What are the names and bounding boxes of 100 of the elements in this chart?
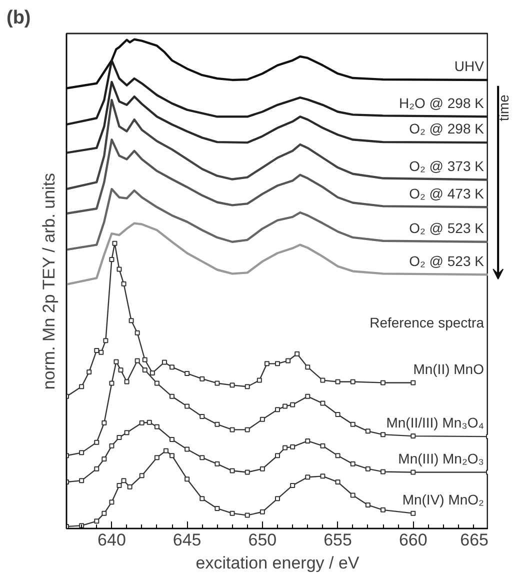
point [282,445,288,450]
point [94,348,100,353]
point [146,420,152,425]
point [244,512,250,518]
point [79,450,84,456]
point [94,440,100,445]
point [230,427,235,432]
point [335,453,340,458]
point [124,430,130,436]
point [184,446,190,452]
point [109,380,114,386]
point [184,476,190,482]
point [127,484,132,490]
point [121,281,126,286]
point [124,379,130,384]
point [214,380,220,386]
x-tick-label: 655 [324,530,352,550]
point [244,427,250,432]
point [102,456,107,462]
point [290,482,296,488]
point [350,461,356,466]
point [121,478,126,484]
point [350,379,356,384]
point [380,380,386,386]
point [305,438,310,444]
point [134,358,140,364]
point [335,412,340,418]
point [170,436,174,442]
point [305,394,310,399]
point [365,466,370,472]
point [286,358,291,364]
point [264,361,270,366]
series-label: Mn(II) MnO [413,360,484,377]
point [275,407,280,412]
x-tick-label: 650 [248,530,277,550]
series-label: Mn(IV) MnO₂ [402,491,484,508]
x-tick-label: 645 [172,530,202,550]
text: time [496,94,512,122]
point [118,368,124,373]
point [335,379,340,384]
text: (b) [6,8,31,28]
point [200,414,205,419]
point [139,420,144,426]
point [109,256,114,262]
point [102,420,107,426]
point [170,453,174,458]
y-axis-title: norm. Mn 2p TEY / arb. units [40,172,58,390]
point [260,466,265,472]
point [230,510,235,516]
point [79,384,84,390]
point [184,404,190,409]
series-label: O₂ @ 523 K [409,252,485,269]
point [320,400,326,406]
point [134,330,140,336]
x-axis-title: excitation energy / eV [196,554,360,572]
point [214,506,220,511]
point [200,455,205,460]
point [290,402,296,408]
point [256,378,262,383]
point [103,338,108,344]
point [410,470,416,475]
point [305,474,310,480]
series-label: O₂ @ 373 K [409,158,485,174]
series-label: O₂ @ 473 K [409,185,485,202]
point [260,416,265,422]
point [109,443,114,448]
point [114,359,119,364]
point [244,470,250,475]
point [154,424,160,430]
annotation: Reference spectra [370,314,484,330]
series-label: O₂ @ 523 K [409,220,485,236]
series-label: Mn(III) Mn₂O₃ [398,450,484,466]
point [230,382,235,388]
point [154,455,160,460]
point [142,357,148,362]
point [200,376,205,382]
point [365,502,370,508]
point [290,444,296,450]
point [128,318,134,324]
point [320,443,326,448]
point [94,518,100,524]
point [162,360,167,365]
point [275,496,280,502]
point [150,370,155,376]
point [320,378,326,383]
point [94,466,100,472]
point [380,469,386,474]
point [260,509,265,514]
point [350,492,356,498]
point [142,368,148,373]
point [305,364,310,370]
point [98,350,104,355]
point [230,468,235,474]
point [154,380,160,386]
series-label: UHV [454,58,485,74]
point [294,351,300,356]
point [365,428,370,434]
point [200,496,205,502]
point [116,435,122,440]
point [86,369,92,374]
